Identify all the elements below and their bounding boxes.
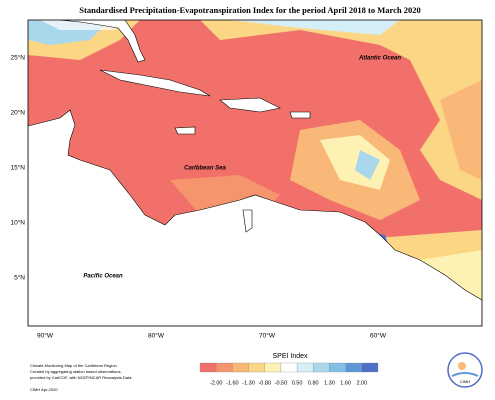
lon-label: 80°W — [148, 332, 165, 340]
lon-label: 90°W — [37, 332, 54, 340]
lon-label: 70°W — [259, 332, 276, 340]
sea-label: Caribbean Sea — [184, 166, 226, 172]
legend-swatch — [361, 362, 379, 373]
notes: Climate Monitoring Map of the Caribbean … — [30, 363, 132, 392]
legend-swatch — [199, 362, 217, 373]
legend: SPEI Index -2.00 -1.60 -1.30 -0.80 -0.50 0.50… — [199, 353, 379, 386]
note: provided by CariCOF, with NCEP/NCAR Rean… — [30, 375, 132, 380]
logo-text: CIMH — [460, 379, 470, 384]
lon-label: 60°W — [370, 332, 387, 340]
note: Created by aggregating station based obs… — [30, 369, 122, 374]
legend-swatch — [248, 362, 265, 373]
legend-label: -1.60 — [226, 380, 239, 386]
legend-label: 0.50 — [292, 380, 303, 386]
title: Standardised Precipitation-Evapotranspir… — [79, 5, 420, 15]
ocean-label: Atlantic Ocean — [358, 56, 401, 62]
legend-swatch — [345, 362, 362, 373]
legend-swatch — [280, 362, 298, 373]
legend-label: 2.00 — [356, 380, 367, 386]
legend-label: -2.00 — [210, 380, 223, 386]
legend-swatch — [216, 362, 233, 373]
ocean-label: Pacific Ocean — [83, 274, 123, 280]
legend-label: -0.80 — [258, 380, 271, 386]
lat-label: 20°N — [10, 109, 25, 117]
logo: CIMH — [447, 352, 483, 388]
legend-swatch — [296, 362, 314, 373]
legend-label: 0.80 — [308, 380, 319, 386]
lat-label: 15°N — [10, 164, 25, 172]
note: Climate Monitoring Map of the Caribbean … — [30, 363, 117, 368]
legend-swatch — [329, 362, 346, 373]
legend-label: 1.30 — [324, 380, 335, 386]
lat-label: 5°N — [14, 274, 25, 282]
legend-swatch — [264, 362, 282, 373]
note: CIMH Apr-2020 — [30, 387, 58, 392]
legend-label: -1.30 — [242, 380, 255, 386]
lat-label: 25°N — [10, 54, 25, 62]
legend-swatch — [232, 362, 249, 373]
lat-label: 10°N — [10, 219, 25, 227]
legend-label: -0.50 — [275, 380, 288, 386]
map: Atlantic Ocean Caribbean Sea Pacific Oce… — [27, 19, 483, 327]
legend-title: SPEI Index — [272, 353, 308, 360]
legend-label: 1.60 — [340, 380, 351, 386]
axes: 25°N 20°N 15°N 10°N 5°N 90°W 80°W 70°W 60°W — [10, 54, 386, 340]
legend-swatch — [313, 362, 330, 373]
